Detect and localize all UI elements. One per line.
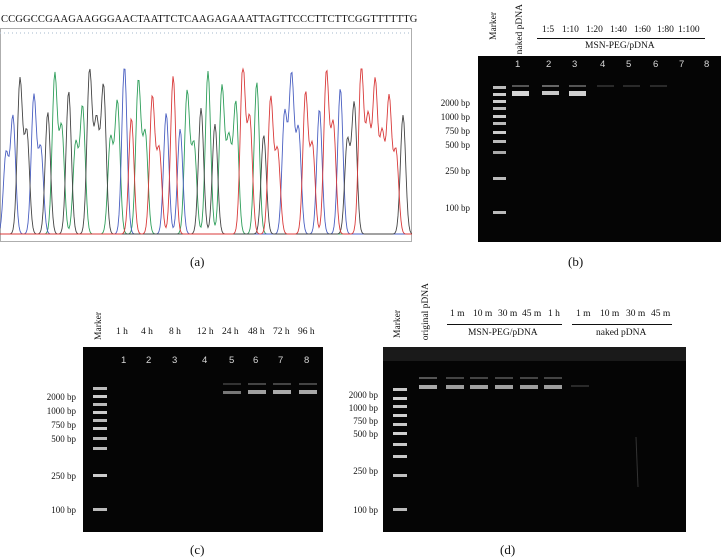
group-label-b: MSN-PEG/pDNA [585, 41, 655, 51]
ratio-label: 1:5 [542, 25, 555, 35]
ratio-label: 1:60 [634, 25, 651, 35]
lane-number: 1 [515, 59, 521, 70]
time-label: 45 m [651, 309, 671, 319]
group-underline-naked [572, 324, 672, 325]
time-label: 10 m [600, 309, 620, 319]
time-label: 4 h [141, 327, 153, 337]
bp-label: 100 bp [51, 505, 76, 515]
lane-number: 4 [202, 355, 208, 366]
gel-c: 1 2 3 4 5 6 7 8 [83, 347, 323, 532]
panel-c-caption: (c) [190, 542, 205, 557]
lane-number: 7 [278, 355, 284, 366]
bp-label: 1000 bp [348, 403, 378, 413]
bp-label: 250 bp [353, 466, 378, 476]
group-label-naked: naked pDNA [596, 328, 647, 338]
bp-label: 2000 bp [440, 98, 470, 108]
lane-number: 6 [653, 59, 659, 70]
ratio-label: 1:20 [586, 25, 603, 35]
dna-sequence: CCGGCCGAAGAAGGGAACTAATTCTCAAGAGAAATTAGTT… [1, 14, 418, 25]
lane-number: 1 [121, 355, 127, 366]
gel-bands-d [383, 347, 686, 511]
time-label: 30 m [626, 309, 646, 319]
time-label: 1 h [116, 327, 128, 337]
bp-label: 100 bp [445, 203, 470, 213]
ratio-label: 1:80 [657, 25, 674, 35]
bp-label: 2000 bp [46, 392, 76, 402]
time-label: 72 h [273, 327, 290, 337]
bp-label: 500 bp [51, 434, 76, 444]
original-pdna-label: original pDNA [421, 283, 431, 341]
bp-label: 500 bp [445, 140, 470, 150]
gel-d: 1 2 3 4 5 6 7 8 9 10 [383, 347, 686, 532]
lane-number: 4 [600, 59, 606, 70]
bp-label: 250 bp [51, 471, 76, 481]
lane-number: 2 [546, 59, 552, 70]
bp-label: 750 bp [353, 416, 378, 426]
bp-label: 250 bp [445, 166, 470, 176]
lane-number: 8 [304, 355, 310, 366]
lane-number: 5 [229, 355, 235, 366]
lane-number: 5 [626, 59, 632, 70]
time-label: 30 m [498, 309, 518, 319]
lane-number: 6 [253, 355, 259, 366]
trace-g [0, 68, 412, 235]
bp-label: 750 bp [445, 126, 470, 136]
naked-pdna-label-b: naked pDNA [515, 4, 525, 55]
group-underline-msn [447, 324, 562, 325]
panel-d-caption: (d) [500, 542, 516, 557]
gel-b: 1 2 3 4 5 6 7 8 [478, 56, 721, 242]
gel-bands-c [93, 383, 317, 511]
bp-label: 1000 bp [440, 112, 470, 122]
ratio-label: 1:40 [610, 25, 627, 35]
marker-label-b: Marker [489, 12, 499, 40]
group-underline [537, 38, 705, 39]
lane-number: 8 [704, 59, 710, 70]
bp-label: 100 bp [353, 505, 378, 515]
panel-b-caption: (b) [568, 254, 584, 269]
bp-label: 1000 bp [46, 406, 76, 416]
marker-label-c: Marker [94, 312, 104, 340]
chromatogram [0, 28, 412, 242]
time-label: 1 h [548, 309, 560, 319]
panel-a-caption: (a) [190, 254, 205, 269]
ratio-label: 1:10 [562, 25, 579, 35]
time-label: 48 h [248, 327, 265, 337]
time-label: 8 h [169, 327, 181, 337]
trace-t [0, 67, 412, 235]
time-label: 12 h [197, 327, 214, 337]
lane-number: 3 [572, 59, 578, 70]
bp-label: 750 bp [51, 420, 76, 430]
time-label: 96 h [298, 327, 315, 337]
group-label-msn: MSN-PEG/pDNA [468, 328, 538, 338]
gel-bands-b [493, 85, 667, 214]
ratio-label: 1:100 [678, 25, 700, 35]
time-label: 10 m [473, 309, 493, 319]
time-label: 45 m [522, 309, 542, 319]
lane-number: 7 [679, 59, 685, 70]
time-label: 24 h [222, 327, 239, 337]
time-label: 1 m [576, 309, 591, 319]
bp-label: 500 bp [353, 429, 378, 439]
time-label: 1 m [450, 309, 465, 319]
marker-label-d: Marker [393, 310, 403, 338]
bp-label: 2000 bp [348, 390, 378, 400]
lane-number: 2 [146, 355, 152, 366]
lane-number: 3 [172, 355, 178, 366]
